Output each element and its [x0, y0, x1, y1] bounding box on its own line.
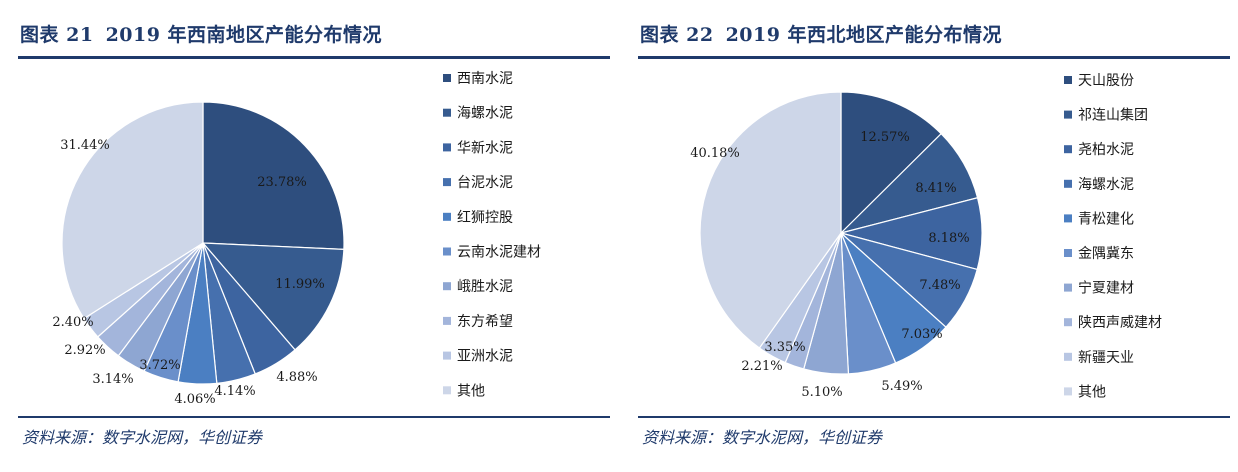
source-note: 资料来源：数字水泥网，华创证券	[22, 428, 263, 447]
legend-swatch	[1064, 145, 1072, 154]
title-text: 2019 年西南地区产能分布情况	[105, 24, 383, 46]
legend-label: 其他	[457, 383, 485, 399]
legend-label: 云南水泥建材	[457, 245, 541, 261]
legend-swatch	[1064, 76, 1072, 84]
legend-swatch	[1064, 249, 1072, 257]
legend-swatch	[443, 74, 451, 82]
chart-title: 图表 21 2019 年西南地区产能分布情况	[20, 20, 394, 47]
legend-label: 峨胜水泥	[457, 279, 513, 295]
legend-label: 其他	[1078, 384, 1106, 400]
slice-data-label: 3.14%	[92, 372, 133, 387]
legend-label: 宁夏建材	[1078, 280, 1134, 297]
slice-data-label: 12.57%	[860, 130, 910, 145]
figure-label: 图表 22	[640, 24, 714, 46]
legend-swatch	[443, 247, 451, 256]
slice-data-label: 7.03%	[901, 327, 942, 342]
source-rule	[638, 416, 1230, 418]
legend-swatch	[443, 143, 451, 152]
legend-label: 陕西声威建材	[1078, 315, 1162, 331]
slice-data-label: 2.21%	[741, 359, 782, 374]
legend-swatch	[443, 316, 451, 325]
legend-label: 华新水泥	[457, 140, 513, 156]
slice-data-label: 5.10%	[801, 385, 842, 400]
chart-title: 图表 22 2019 年西北地区产能分布情况	[640, 20, 1014, 47]
legend-swatch	[1064, 110, 1072, 119]
pie-slice	[61, 101, 204, 320]
slice-data-label: 23.78%	[257, 175, 307, 190]
slice-data-label: 2.92%	[64, 343, 105, 358]
legend-swatch	[1064, 179, 1072, 188]
legend-swatch	[1064, 318, 1072, 327]
legend-label: 海螺水泥	[1078, 177, 1134, 193]
title-rule	[638, 56, 1230, 59]
legend-label: 亚洲水泥	[457, 349, 513, 365]
legend-swatch	[1064, 352, 1072, 361]
chart-panel-southwest: 图表 21 2019 年西南地区产能分布情况 23.78% 11.99% 4.88% 4…	[0, 0, 618, 472]
legend-label: 青松建化	[1078, 211, 1134, 227]
pie-slice	[201, 242, 345, 351]
legend-label: 海螺水泥	[457, 106, 513, 122]
slice-data-label: 4.06%	[174, 392, 215, 407]
legend-swatch	[443, 351, 451, 360]
pie-slice	[202, 101, 345, 250]
legend-label: 红狮控股	[457, 210, 513, 226]
slice-data-label: 4.14%	[214, 384, 255, 399]
legend-swatch	[443, 212, 451, 221]
pie-slice	[699, 91, 842, 349]
legend-swatch	[1064, 283, 1072, 292]
slice-data-label: 8.18%	[928, 231, 969, 246]
source-rule	[18, 416, 610, 418]
slice-data-label: 4.88%	[276, 370, 317, 385]
legend-swatch	[443, 108, 451, 117]
slice-data-label: 2.40%	[52, 315, 93, 330]
legend-label: 祁连山集团	[1078, 107, 1148, 124]
legend-label: 天山股份	[1078, 73, 1134, 89]
title-rule	[18, 56, 610, 59]
pie-slice	[840, 91, 942, 235]
legend-label: 东方希望	[457, 314, 513, 330]
legend-label: 台泥水泥	[457, 175, 513, 191]
legend-swatch	[443, 386, 451, 395]
slice-data-label: 11.99%	[275, 277, 325, 292]
pie-chart-northwest: 12.57% 8.41% 8.18% 7.48% 7.03% 5.49% 5.10% 2.21…	[690, 73, 1162, 400]
legend-swatch	[443, 282, 451, 291]
figure-label: 图表 21	[20, 24, 94, 46]
slice-data-label: 5.49%	[881, 379, 922, 394]
slice-data-label: 3.35%	[764, 340, 805, 355]
slice-data-label: 31.44%	[60, 138, 110, 153]
slice-data-label: 3.72%	[139, 358, 180, 373]
pie-chart-southwest: 23.78% 11.99% 4.88% 4.14%4.06% 3.72% 3.14% 2.9…	[52, 71, 541, 407]
legend-label: 新疆天业	[1078, 350, 1134, 366]
legend-swatch	[1064, 387, 1072, 396]
legend-swatch	[443, 178, 451, 187]
legend-swatch	[1064, 214, 1072, 223]
legend-label: 尧柏水泥	[1078, 142, 1134, 158]
slice-data-label: 40.18%	[690, 146, 740, 161]
source-note: 资料来源：数字水泥网，华创证券	[642, 428, 883, 447]
chart-panel-northwest: 图表 22 2019 年西北地区产能分布情况 12.57% 8.41% 8.18% 7.…	[620, 0, 1238, 472]
legend-label: 金隅冀东	[1078, 246, 1134, 262]
legend-label: 西南水泥	[457, 71, 513, 87]
slice-data-label: 8.41%	[915, 181, 956, 196]
title-text: 2019 年西北地区产能分布情况	[725, 24, 1003, 46]
slice-data-label: 7.48%	[919, 278, 960, 293]
